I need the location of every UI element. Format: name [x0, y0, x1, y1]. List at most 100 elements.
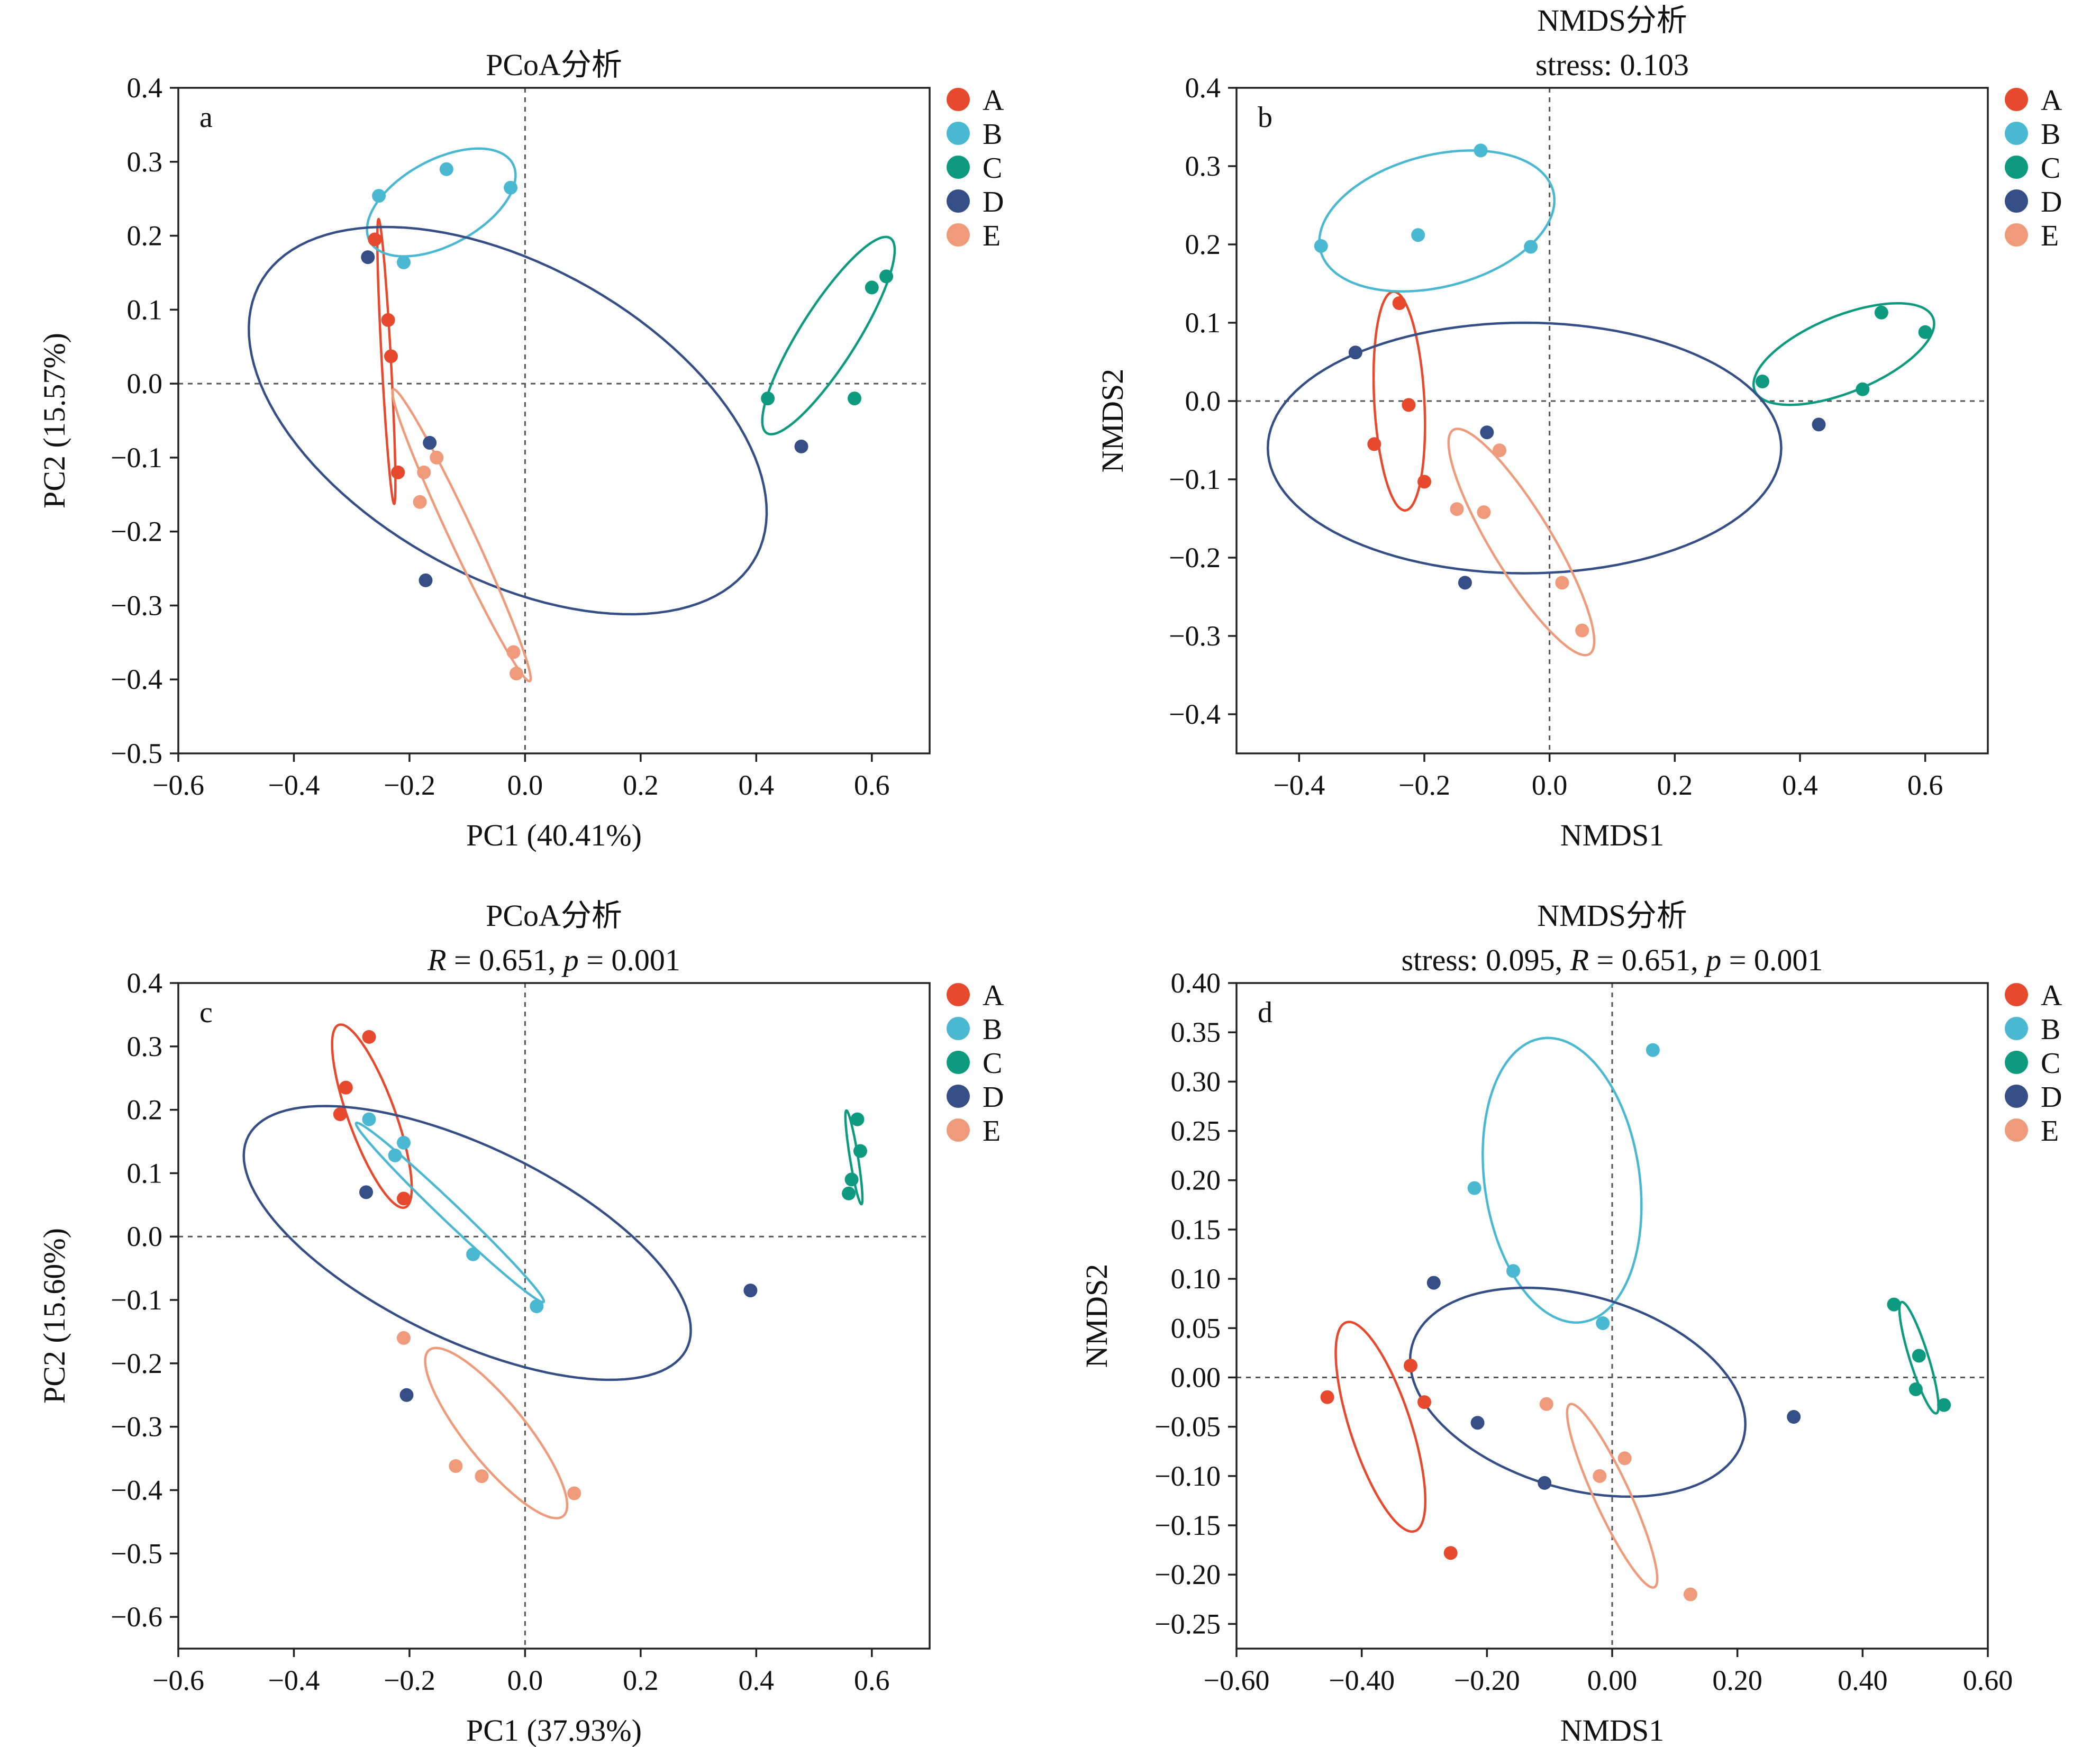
- y-tick-label: −0.4: [111, 1474, 162, 1506]
- legend-label-C: C: [983, 152, 1002, 185]
- point-C: [865, 280, 879, 295]
- point-E: [510, 667, 523, 681]
- panel-label: c: [199, 996, 213, 1029]
- chart-panel-c: PCoA分析 R = 0.651, p = 0.001 −0.6 −0.4 −0.2 0.…: [37, 898, 1004, 1747]
- point-C: [1908, 1382, 1923, 1396]
- point-A: [391, 465, 405, 479]
- x-axis-label: PC1 (37.93%): [466, 1713, 642, 1747]
- point-E: [1593, 1469, 1607, 1483]
- y-tick-label: −0.20: [1154, 1559, 1221, 1590]
- x-tick-label: −0.2: [1398, 769, 1450, 801]
- legend-marker-A: [2005, 983, 2028, 1006]
- y-tick-label: −0.05: [1154, 1411, 1221, 1443]
- point-B: [504, 180, 518, 195]
- x-tick-label: 0.0: [507, 1664, 543, 1696]
- point-B: [1467, 1181, 1481, 1195]
- y-tick-label: −0.25: [1154, 1608, 1221, 1640]
- ellipse-A: [1334, 1321, 1427, 1533]
- point-A: [1402, 398, 1416, 412]
- y-tick-label: −0.4: [111, 663, 162, 695]
- title-part: p: [561, 943, 579, 977]
- x-axis-label: NMDS1: [1560, 1713, 1665, 1747]
- point-C: [1856, 382, 1870, 396]
- y-tick-label: −0.10: [1154, 1460, 1221, 1492]
- point-D: [1458, 576, 1472, 590]
- legend-label-D: D: [983, 186, 1004, 219]
- chart-title-line: PCoA分析: [486, 48, 622, 82]
- y-tick-label: −0.1: [111, 442, 162, 474]
- legend-marker-C: [947, 1051, 970, 1074]
- point-D: [1426, 1276, 1441, 1290]
- legend-label-E: E: [983, 1115, 1001, 1148]
- plot-frame: [177, 982, 931, 1650]
- x-tick-label: −0.4: [1273, 769, 1325, 801]
- x-tick-label: −0.6: [152, 769, 204, 801]
- plot-frame: [177, 87, 931, 754]
- legend-marker-E: [947, 223, 970, 247]
- point-D: [1538, 1476, 1552, 1490]
- title-part: R: [1570, 943, 1589, 977]
- y-axis-label: NMDS2: [1079, 1264, 1114, 1368]
- point-D: [423, 435, 437, 450]
- point-E: [567, 1486, 581, 1500]
- y-tick-label: 0.4: [127, 967, 163, 999]
- legend-label-E: E: [2041, 220, 2059, 252]
- point-C: [853, 1144, 867, 1158]
- point-C: [1937, 1398, 1951, 1412]
- y-axis-label: PC2 (15.60%): [37, 1228, 71, 1404]
- point-B: [1646, 1043, 1660, 1057]
- point-E: [506, 645, 521, 659]
- legend-marker-B: [947, 122, 970, 145]
- legend-label-D: D: [2041, 1081, 2062, 1114]
- chart-title-line: PCoA分析: [486, 898, 622, 933]
- legend-marker-A: [2005, 88, 2028, 111]
- point-D: [1812, 417, 1826, 432]
- point-E: [1539, 1397, 1553, 1411]
- x-tick-label: 0.2: [623, 769, 659, 801]
- legend-marker-D: [2005, 189, 2028, 213]
- panel-label: a: [199, 101, 213, 134]
- y-tick-label: −0.1: [1169, 463, 1221, 495]
- point-E: [1617, 1451, 1632, 1466]
- y-tick-label: −0.3: [111, 589, 162, 621]
- plot-frame: [1235, 87, 1989, 754]
- point-A: [1443, 1546, 1458, 1560]
- legend-label-A: A: [983, 84, 1004, 117]
- point-A: [1417, 475, 1431, 489]
- point-A: [1417, 1395, 1431, 1409]
- x-tick-label: −0.4: [268, 769, 320, 801]
- chart-panel-b: NMDS分析 stress: 0.103 −0.4 −0.2 0.0 0.2 0.4 0.6 −…: [1095, 3, 2062, 852]
- point-E: [430, 450, 444, 465]
- legend-label-C: C: [983, 1047, 1002, 1080]
- legend-marker-B: [947, 1017, 970, 1040]
- y-tick-label: 0.1: [127, 1157, 163, 1189]
- point-D: [419, 573, 433, 587]
- legend-label-D: D: [983, 1081, 1004, 1114]
- legend-marker-C: [947, 156, 970, 179]
- legend-label-A: A: [983, 979, 1004, 1012]
- y-tick-label: 0.1: [1185, 307, 1221, 339]
- point-A: [368, 232, 382, 247]
- y-tick-label: 0.2: [1185, 229, 1221, 260]
- point-E: [417, 465, 431, 479]
- y-tick-label: −0.3: [111, 1411, 162, 1443]
- point-A: [381, 313, 395, 327]
- x-tick-label: 0.6: [1907, 769, 1943, 801]
- y-tick-label: −0.2: [1169, 542, 1221, 574]
- x-tick-label: 0.60: [1963, 1664, 2013, 1696]
- point-A: [1392, 296, 1406, 310]
- y-tick-label: −0.6: [111, 1601, 162, 1633]
- ellipse-B: [1318, 149, 1556, 293]
- panel-label: b: [1258, 101, 1272, 134]
- legend-marker-B: [2005, 122, 2028, 145]
- point-B: [1506, 1264, 1521, 1278]
- y-tick-label: −0.2: [111, 1348, 162, 1379]
- point-C: [844, 1172, 859, 1187]
- y-tick-label: 0.0: [1185, 385, 1221, 417]
- title-part: = 0.651,: [447, 943, 563, 977]
- y-tick-label: 0.00: [1171, 1361, 1221, 1393]
- y-axis-label: NMDS2: [1095, 369, 1130, 473]
